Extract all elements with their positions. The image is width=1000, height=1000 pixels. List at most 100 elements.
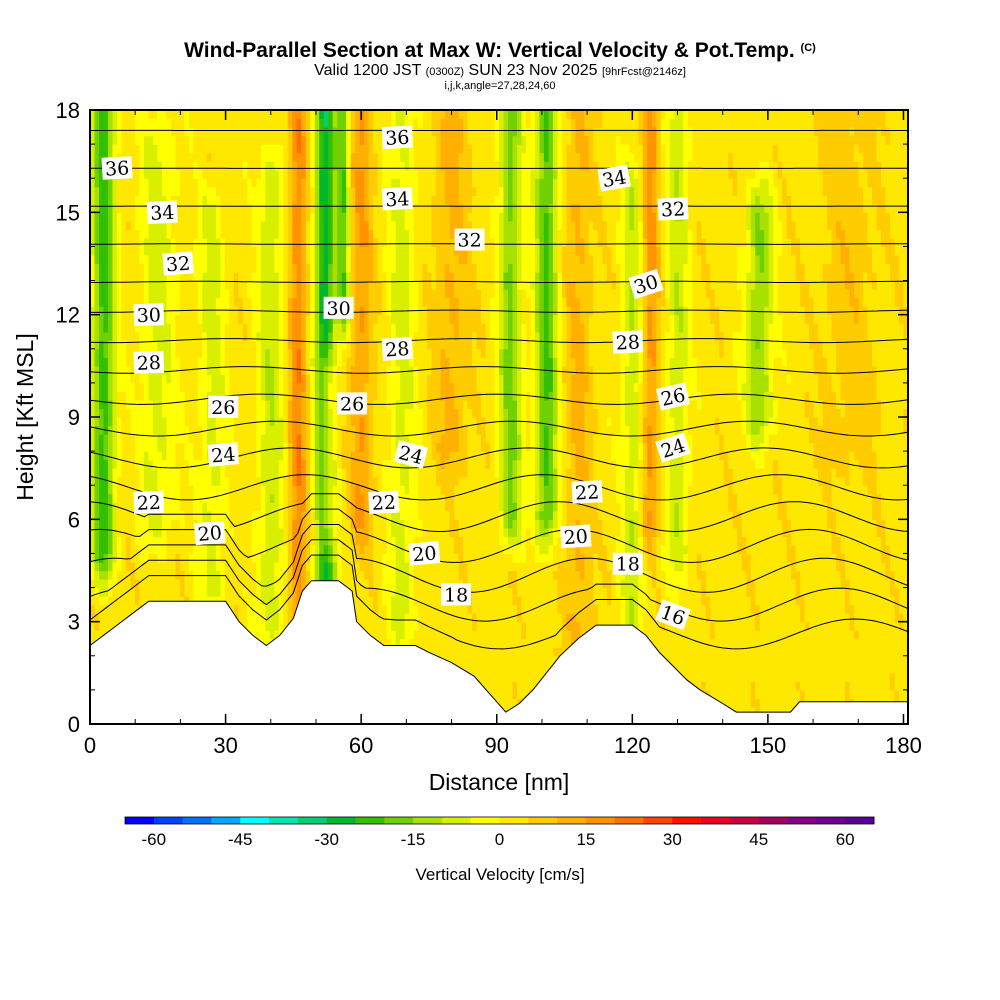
w-cell: [197, 417, 208, 427]
w-cell: [301, 408, 307, 418]
w-cell: [683, 425, 689, 435]
w-cell: [350, 289, 356, 299]
w-cell: [534, 485, 541, 495]
w-cell: [530, 323, 536, 333]
w-cell: [274, 237, 284, 248]
w-cell: [247, 596, 262, 606]
w-cell: [543, 220, 550, 230]
w-cell: [179, 485, 194, 495]
w-cell: [624, 613, 630, 623]
w-cell: [881, 399, 908, 410]
w-cell: [876, 374, 908, 384]
w-cell: [629, 459, 639, 469]
w-cell: [112, 186, 118, 196]
w-cell: [310, 536, 316, 546]
w-cell: [557, 246, 563, 256]
w-cell: [373, 442, 392, 452]
w-cell: [355, 536, 370, 546]
w-cell: [310, 212, 316, 222]
w-cell: [467, 442, 482, 452]
w-cell: [890, 681, 896, 691]
w-cell: [683, 272, 693, 282]
w-cell: [777, 502, 788, 512]
w-cell: [539, 434, 545, 444]
w-cell: [103, 314, 109, 324]
w-cell: [642, 502, 657, 512]
w-cell: [764, 459, 774, 469]
w-cell: [548, 229, 554, 239]
w-cell: [332, 408, 338, 418]
w-cell: [606, 220, 617, 230]
w-cell: [121, 272, 145, 282]
w-cell: [328, 161, 334, 171]
w-cell: [611, 254, 617, 265]
w-cell: [499, 502, 505, 512]
w-cell: [701, 681, 707, 691]
w-cell: [332, 144, 347, 154]
w-cell: [656, 331, 662, 341]
w-cell: [409, 280, 419, 290]
w-cell: [305, 536, 311, 546]
w-cell: [283, 374, 289, 384]
w-cell: [768, 340, 783, 350]
w-cell: [530, 536, 536, 546]
w-cell: [494, 152, 500, 162]
w-cell: [90, 203, 96, 213]
w-cell: [651, 186, 657, 196]
w-cell: [876, 152, 908, 162]
w-cell: [418, 195, 433, 205]
w-cell: [409, 561, 415, 572]
w-cell: [890, 579, 896, 589]
w-cell: [750, 263, 756, 273]
w-cell: [292, 272, 298, 282]
w-cell: [660, 510, 666, 520]
w-cell: [292, 323, 302, 333]
w-cell: [521, 161, 536, 171]
w-cell: [521, 391, 527, 401]
w-cell: [463, 408, 473, 418]
w-cell: [197, 203, 203, 213]
w-cell: [184, 417, 199, 427]
w-cell: [283, 169, 289, 179]
w-cell: [499, 357, 505, 367]
w-cell: [521, 621, 527, 631]
w-cell: [521, 229, 536, 239]
w-cell: [314, 340, 320, 350]
w-cell: [822, 263, 846, 273]
w-cell: [561, 144, 568, 154]
w-cell: [440, 485, 455, 495]
w-cell: [548, 297, 554, 307]
w-cell: [184, 127, 194, 137]
forecast-info: [9hrFcst@2146z]: [601, 66, 686, 78]
w-cell: [611, 280, 617, 290]
w-cell: [247, 331, 253, 341]
w-cell: [746, 229, 752, 239]
w-cell: [741, 382, 752, 393]
w-cell: [602, 203, 621, 213]
w-cell: [382, 254, 397, 265]
w-cell: [499, 527, 505, 537]
w-cell: [539, 425, 545, 435]
w-cell: [472, 357, 496, 367]
w-cell: [458, 169, 473, 179]
w-cell: [651, 434, 657, 444]
w-cell: [773, 485, 783, 495]
w-cell: [548, 331, 554, 341]
w-cell: [229, 510, 253, 520]
w-cell: [507, 579, 518, 589]
w-cell: [112, 425, 118, 435]
w-cell: [292, 510, 298, 520]
w-cell: [148, 391, 163, 401]
w-cell: [539, 493, 545, 503]
w-cell: [94, 570, 100, 580]
w-cell: [512, 263, 518, 273]
w-cell: [503, 519, 509, 529]
w-cell: [606, 544, 617, 555]
w-cell: [831, 485, 869, 495]
w-cell: [764, 246, 770, 256]
w-cell: [418, 510, 451, 520]
w-cell: [494, 246, 500, 256]
w-cell: [539, 442, 545, 452]
w-cell: [409, 144, 415, 154]
w-cell: [633, 382, 639, 393]
